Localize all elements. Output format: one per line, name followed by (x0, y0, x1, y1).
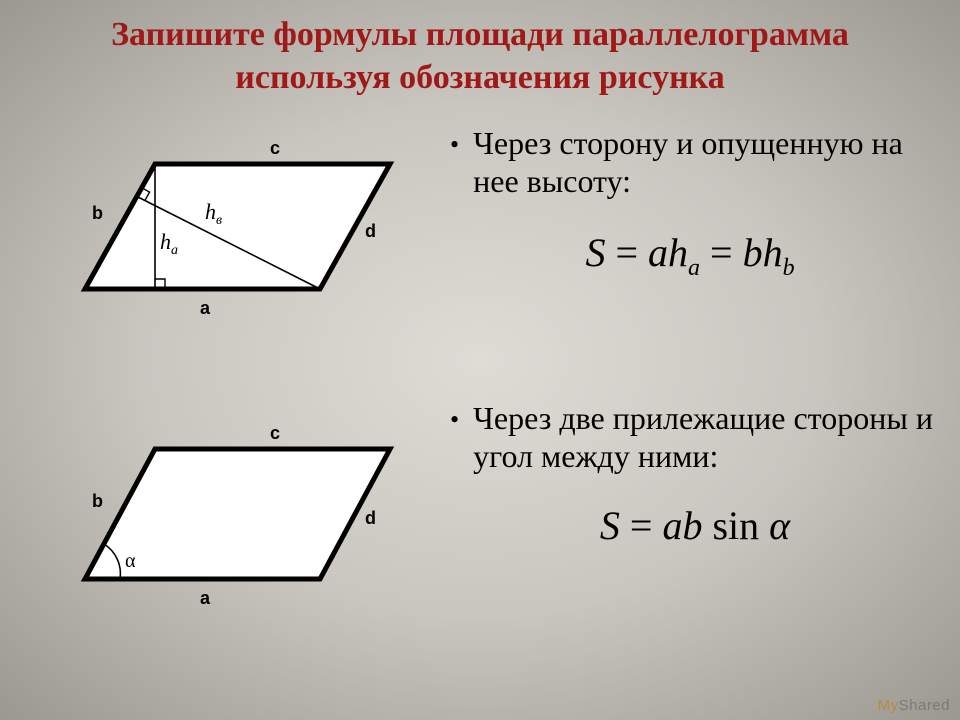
label-a: a (200, 298, 211, 318)
slide-title: Запишите формулы площади параллелограмма… (0, 0, 960, 99)
label-d: d (365, 221, 376, 241)
watermark: MyShared (878, 697, 950, 714)
label2-a: a (200, 588, 211, 608)
label2-alpha: α (125, 550, 136, 572)
label2-b: b (92, 491, 103, 511)
watermark-my: My (878, 697, 899, 714)
bullet-icon: • (450, 132, 459, 158)
diagram-parallelogram-angle: c a b d α (30, 399, 420, 619)
section2-formula: S = ab sin α (450, 502, 940, 549)
section1-desc: Через сторону и опущенную на нее высоту: (473, 124, 930, 201)
content-area: c a b d ha hв • Через сторону и опущенну… (0, 99, 960, 699)
section2-desc: Через две прилежащие стороны и угол межд… (473, 399, 940, 476)
title-line-2: используя обозначения рисунка (235, 59, 724, 96)
watermark-shared: Shared (899, 697, 950, 714)
label-c: c (270, 138, 280, 158)
bullet-icon: • (450, 407, 459, 433)
diagram-parallelogram-heights: c a b d ha hв (30, 119, 420, 329)
section1-formula: S = aha = bhb (450, 229, 930, 282)
section2-text: • Через две прилежащие стороны и угол ме… (450, 399, 940, 549)
label2-c: c (270, 423, 280, 443)
label-b: b (92, 203, 103, 223)
label2-d: d (365, 508, 376, 528)
section1-text: • Через сторону и опущенную на нее высот… (450, 124, 930, 282)
title-line-1: Запишите формулы площади параллелограмма (111, 16, 849, 53)
